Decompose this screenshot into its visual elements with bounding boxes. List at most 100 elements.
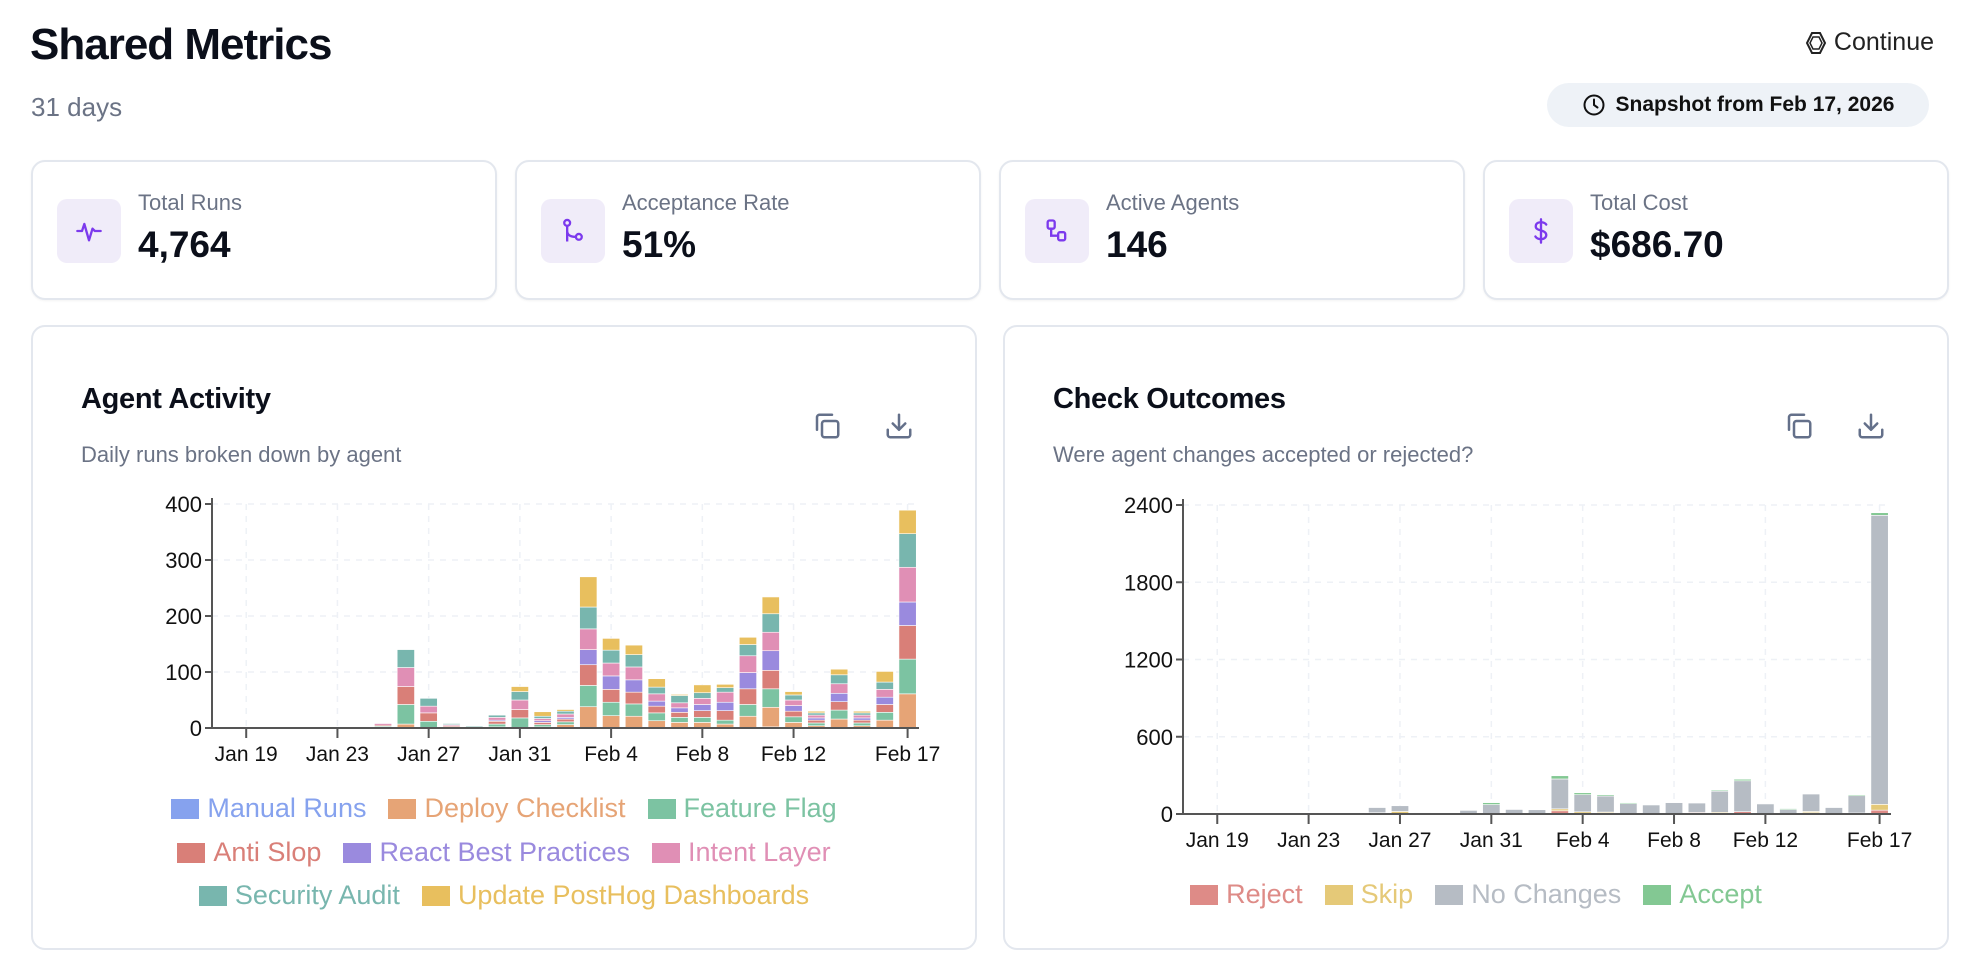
legend-item[interactable]: Feature Flag <box>647 793 837 824</box>
stat-card-acceptance-rate: Acceptance Rate 51% <box>515 160 981 300</box>
copy-button[interactable] <box>808 407 846 445</box>
legend-item[interactable]: Anti Slop <box>177 837 321 868</box>
bar-segment: Feature Flag Feb 15: 5 <box>853 722 871 727</box>
x-tick-label: Feb 17 <box>1847 829 1912 852</box>
stat-value: 4,764 <box>138 224 231 265</box>
bar-segment: Intent Layer Feb 15: 5 <box>853 714 871 719</box>
legend-item[interactable]: React Best Practices <box>343 837 630 868</box>
bar-segment: Intent Layer Feb 6: 13 <box>647 693 666 702</box>
chart-title: Agent Activity <box>81 383 271 415</box>
download-button[interactable] <box>1852 407 1890 445</box>
bar-segment: No Changes Feb 9: 73 <box>1687 802 1706 813</box>
legend-swatch <box>1190 884 1219 905</box>
bar-segment: No Changes Feb 12: 78 <box>1756 803 1775 815</box>
y-tick-label: 600 <box>1136 725 1173 750</box>
bar-segment: Update PostHog Dashboards Feb 10: 13 <box>738 636 757 645</box>
chart-subtitle: Were agent changes accepted or rejected? <box>1053 442 1474 467</box>
bar-segment: No Changes Feb 5: 125 <box>1596 795 1615 813</box>
legend-swatch <box>171 798 200 819</box>
bar-segment: Intent Layer Feb 8: 11 <box>693 698 712 705</box>
stat-value: 51% <box>622 224 697 265</box>
agent-activity-chart: 0 100 200 300 400 Jan 19 Jan 23 Jan 27 Jan 31 Feb… <box>165 492 940 766</box>
bar-segment: Update PostHog Dashboards Feb 17: 42 <box>898 509 917 534</box>
agents-icon <box>1025 199 1089 263</box>
bar-segment: Update PostHog Dashboards Feb 9: 6 <box>716 684 735 688</box>
bar-segment: Update PostHog Dashboards Feb 11: 30 <box>761 596 780 615</box>
bar-segment: Security Audit Feb 11: 33 <box>761 613 780 633</box>
bar-segment: No Changes Feb 4: 133 <box>1573 794 1592 813</box>
legend-swatch <box>1643 884 1672 905</box>
bar-segment: Security Audit Jan 27: 14 <box>419 698 438 707</box>
copy-icon <box>815 413 840 439</box>
y-tick-label: 2400 <box>1124 493 1173 518</box>
bar-segment: Anti Slop Feb 3: 37 <box>579 664 598 686</box>
bar-segment: No Changes Jan 26: 40 <box>1368 807 1387 814</box>
bar-segment: Anti Slop Feb 7: 9 <box>670 712 689 718</box>
bar-segment: Feature Flag Feb 9: 7 <box>716 719 735 725</box>
stat-label: Total Cost <box>1590 190 1688 215</box>
bar-segment: Feature Flag Jan 27: 12 <box>419 720 438 729</box>
bar-segment: Feature Flag Feb 4: 24 <box>602 701 621 716</box>
legend-item[interactable]: No Changes <box>1435 879 1621 910</box>
y-tick-label: 400 <box>165 492 202 517</box>
bar-segment: Intent Layer Feb 2: 6 <box>556 713 575 718</box>
bar-segment: Intent Layer Jan 27: 12 <box>419 705 438 714</box>
legend-item[interactable]: Manual Runs <box>171 793 366 824</box>
legend-row: Security Audit Update PostHog Dashboards <box>33 880 975 911</box>
legend-item[interactable]: Reject <box>1190 879 1303 910</box>
bar-segment: Security Audit Feb 6: 12 <box>647 686 666 695</box>
legend-label: React Best Practices <box>379 837 631 867</box>
stat-label: Acceptance Rate <box>622 190 790 215</box>
bar-segment: Security Audit Feb 12: 9 <box>784 694 803 701</box>
bar-segment: Feature Flag Feb 12: 10 <box>784 716 803 723</box>
brand-logo[interactable]: Continue <box>1804 28 1934 57</box>
download-button[interactable] <box>880 407 918 445</box>
bar-segment: Feature Flag Jan 26: 35 <box>396 704 415 725</box>
bar-segment: React Best Practices Feb 16: 13 <box>875 696 894 705</box>
legend-item[interactable]: Skip <box>1324 879 1413 910</box>
bar-segment: Accept Feb 5: 10 <box>1596 794 1615 797</box>
bar-segment: React Best Practices Feb 6: 9 <box>647 700 666 707</box>
legend-item[interactable]: Deploy Checklist <box>388 793 626 824</box>
bar-segment: Feature Flag Feb 6: 14 <box>647 712 666 722</box>
bar-segment: Security Audit Jan 30: 4 <box>488 714 507 718</box>
legend-label: Feature Flag <box>683 793 837 823</box>
legend-swatch <box>1435 884 1464 905</box>
stat-card-active-agents: Active Agents 146 <box>999 160 1465 300</box>
bar-segment: Accept Feb 11: 12 <box>1733 778 1752 782</box>
bar-segment: Deploy Checklist Feb 17: 61 <box>898 693 917 729</box>
bar-segment: Security Audit Feb 8: 10 <box>693 692 712 699</box>
x-tick-label: Jan 31 <box>1460 829 1523 852</box>
bar-segment: Deploy Checklist Feb 6: 13 <box>647 720 666 729</box>
bar-segment: React Best Practices Feb 10: 29 <box>738 672 757 690</box>
legend-label: No Changes <box>1471 879 1622 909</box>
x-tick-label: Feb 8 <box>1647 829 1701 852</box>
bar-segment: No Changes Feb 10: 164 <box>1710 790 1729 813</box>
bar-segment: Security Audit Feb 1: 4 <box>533 715 552 719</box>
bar-segment: Accept Feb 16: 8 <box>1847 794 1866 797</box>
legend-row: Manual Runs Deploy Checklist Feature Flag <box>33 793 975 824</box>
activity-icon <box>57 199 121 263</box>
copy-button[interactable] <box>1780 407 1818 445</box>
bar-segment: Security Audit Jan 28: 2 <box>442 723 461 725</box>
bar-segment: Intent Layer Feb 11: 33 <box>761 631 780 652</box>
legend-item[interactable]: Update PostHog Dashboards <box>421 880 809 911</box>
page-title: Shared Metrics <box>30 20 332 69</box>
legend-item[interactable]: Accept <box>1643 879 1762 910</box>
bar-segment: Intent Layer Jan 31: 17 <box>510 699 529 710</box>
bar-segment: Anti Slop Jan 27: 15 <box>419 712 438 722</box>
bar-segment: Update PostHog Dashboards Jan 31: 9 <box>510 686 529 692</box>
legend-label: Accept <box>1679 879 1762 909</box>
y-tick-label: 0 <box>190 716 202 741</box>
check-outcomes-chart: 0 600 1200 1800 2400 Jan 19 Jan 23 Jan 27 Jan 31… <box>1124 493 1912 852</box>
chart-title: Check Outcomes <box>1053 383 1286 415</box>
legend-item[interactable]: Security Audit <box>198 880 400 911</box>
legend-swatch <box>1324 884 1353 905</box>
bar-segment: Security Audit Feb 10: 20 <box>738 644 757 657</box>
stat-label: Active Agents <box>1106 190 1240 215</box>
bar-segment: Feature Flag Feb 16: 14 <box>875 712 894 721</box>
legend-item[interactable]: Intent Layer <box>652 837 831 868</box>
bar-segment: Security Audit Feb 15: 4 <box>853 712 871 716</box>
bar-segment: Intent Layer Jan 26: 34 <box>396 667 415 687</box>
legend-label: Anti Slop <box>213 837 322 867</box>
